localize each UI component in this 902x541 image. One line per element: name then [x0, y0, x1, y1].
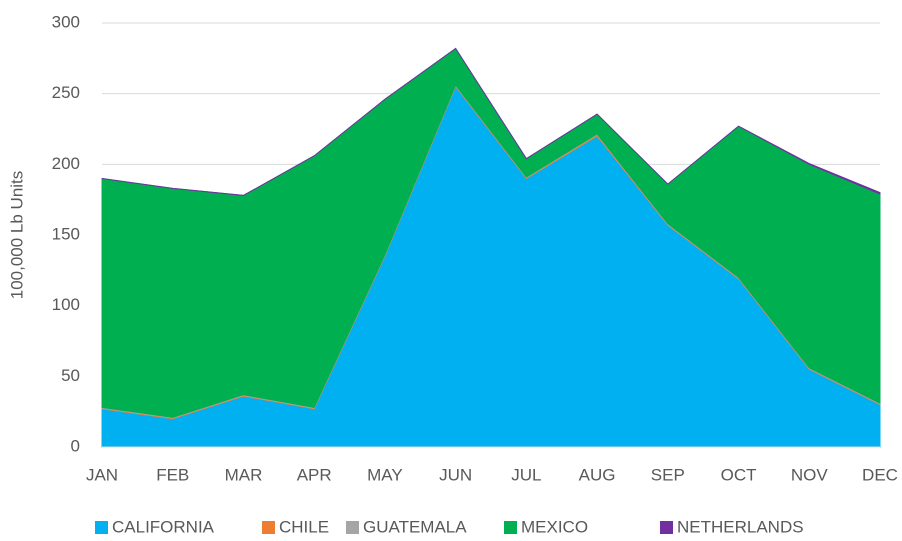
x-tick-label: OCT: [721, 465, 757, 484]
legend-swatch: [660, 521, 673, 534]
area: [101, 47, 881, 196]
x-tick-label: AUG: [579, 465, 616, 484]
legend-label: GUATEMALA: [363, 517, 467, 536]
y-tick-label: 300: [52, 12, 80, 31]
legend-label: CHILE: [279, 517, 329, 536]
legend-swatch: [346, 521, 359, 534]
x-tick-label: FEB: [156, 465, 189, 484]
x-tick-label: DEC: [862, 465, 898, 484]
y-tick-label: 250: [52, 83, 80, 102]
y-tick-label: 150: [52, 224, 80, 243]
x-tick-label: NOV: [791, 465, 829, 484]
x-tick-label: JUN: [439, 465, 472, 484]
y-tick-label: 200: [52, 154, 80, 173]
x-tick-label: MAY: [367, 465, 403, 484]
y-tick-label: 0: [71, 436, 80, 455]
x-tick-label: MAR: [225, 465, 263, 484]
legend-label: NETHERLANDS: [677, 517, 804, 536]
legend-swatch: [262, 521, 275, 534]
legend-label: CALIFORNIA: [112, 517, 215, 536]
y-axis-title: 100,000 Lb Units: [7, 171, 26, 300]
y-tick-label: 100: [52, 295, 80, 314]
x-tick-label: JUL: [511, 465, 541, 484]
x-tick-label: APR: [297, 465, 332, 484]
y-tick-label: 50: [61, 366, 80, 385]
x-tick-label: JAN: [86, 465, 118, 484]
x-tick-label: SEP: [651, 465, 685, 484]
legend-swatch: [95, 521, 108, 534]
legend-label: MEXICO: [521, 517, 588, 536]
legend-swatch: [504, 521, 517, 534]
